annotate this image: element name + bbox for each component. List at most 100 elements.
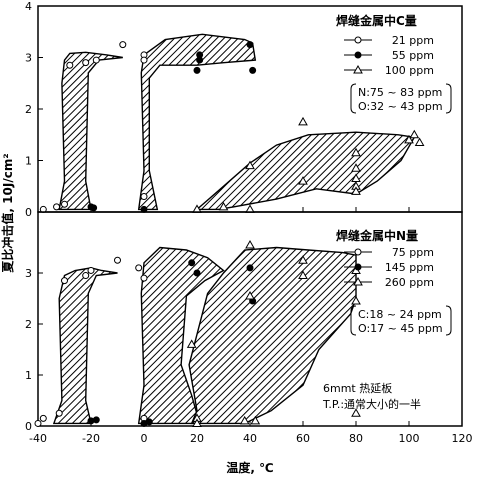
x-tick-label: -40 xyxy=(29,432,47,445)
top-point-100-ppm xyxy=(404,134,414,144)
top-point-21-ppm xyxy=(53,203,61,211)
bottom-note-line-2: T.P.:通常大小的一半 xyxy=(322,397,421,411)
top-point-21-ppm xyxy=(92,56,100,64)
top-point-55-ppm xyxy=(193,66,201,74)
bottom-point-75-ppm xyxy=(34,419,42,427)
bottom-legend: 75 ppm 145 ppm 260 ppm xyxy=(344,246,434,289)
top-legend-label: 55 ppm xyxy=(392,49,434,62)
top-point-100-ppm xyxy=(409,129,420,139)
bottom-point-75-ppm xyxy=(87,266,95,274)
x-axis-label: 温度, ℃ xyxy=(226,460,273,475)
top-point-100-ppm xyxy=(298,116,308,126)
top-legend-label: 100 ppm xyxy=(385,64,434,77)
bottom-legend-title: 焊缝金属中N量 xyxy=(336,228,418,243)
top-scatter-band-3 xyxy=(195,131,416,211)
bottom-point-260-ppm xyxy=(298,255,308,264)
bottom-note-line-1: 6mmt 热延板 xyxy=(323,381,392,395)
top-scatter-band-1 xyxy=(58,51,123,211)
top-point-55-ppm xyxy=(196,51,204,59)
bottom-point-260-ppm xyxy=(239,415,250,425)
top-point-100-ppm xyxy=(351,163,361,172)
top-y-tick-label: 1 xyxy=(25,155,32,168)
bottom-point-145-ppm xyxy=(193,269,201,277)
top-point-21-ppm xyxy=(140,193,148,201)
top-point-21-ppm xyxy=(66,61,74,69)
bottom-annotation-bracket xyxy=(350,305,357,336)
top-point-55-ppm xyxy=(246,41,254,49)
top-legend-title: 焊缝金属中C量 xyxy=(336,13,417,28)
x-tick-label: 120 xyxy=(452,432,473,445)
bottom-annotation-bracket-right xyxy=(445,305,452,336)
bottom-point-260-ppm xyxy=(245,290,255,300)
bottom-scatter-band-3 xyxy=(188,246,357,425)
bottom-panel-scatter-bands xyxy=(52,246,357,425)
bottom-point-145-ppm xyxy=(188,259,196,267)
top-legend-label: 21 ppm xyxy=(392,34,434,47)
bottom-legend-label: 145 ppm xyxy=(385,261,434,274)
bottom-point-260-ppm xyxy=(351,408,361,417)
top-annotation-bracket xyxy=(350,83,357,114)
bottom-point-145-ppm xyxy=(145,418,153,426)
bottom-y-tick-label: 0 xyxy=(25,420,32,433)
top-y-tick-label: 0 xyxy=(25,206,32,219)
x-tick-label: 0 xyxy=(141,432,148,445)
top-point-100-ppm xyxy=(414,137,425,146)
top-point-55-ppm xyxy=(90,204,98,212)
x-tick-label: 20 xyxy=(190,432,204,445)
top-annotation-line-1: N:75 ~ 83 ppm xyxy=(358,86,442,99)
top-point-100-ppm xyxy=(351,186,361,195)
bottom-y-tick-label: 1 xyxy=(25,369,32,382)
bottom-legend-marker xyxy=(353,276,363,286)
bottom-panel: 0 1 2 3 焊缝金属中N量 75 ppm 145 ppm 260 ppm C:18 ~… xyxy=(25,211,463,433)
top-annotation-bracket-right xyxy=(445,83,452,114)
bottom-point-260-ppm xyxy=(186,339,197,348)
top-point-21-ppm xyxy=(82,59,90,67)
bottom-point-260-ppm xyxy=(245,239,255,249)
top-point-21-ppm xyxy=(61,200,68,208)
bottom-point-75-ppm xyxy=(55,409,63,417)
x-tick-labels: -40 -20 0 20 40 60 80 100 120 xyxy=(29,432,472,445)
top-legend: 21 ppm 55 ppm 100 ppm xyxy=(344,34,434,77)
bottom-point-145-ppm xyxy=(246,264,254,272)
top-panel: 0 1 2 3 4 焊缝金属中C量 21 ppm 55 ppm 100 ppm N:75 ~… xyxy=(25,0,463,219)
bottom-y-tick-label: 2 xyxy=(25,318,32,331)
bottom-point-75-ppm xyxy=(135,264,143,272)
top-y-tick-label: 4 xyxy=(25,0,32,13)
top-point-100-ppm xyxy=(245,160,255,170)
top-point-100-ppm xyxy=(298,176,308,185)
x-tick-label: 40 xyxy=(243,432,257,445)
top-annotation-line-2: O:32 ~ 43 ppm xyxy=(358,100,443,113)
bottom-point-145-ppm xyxy=(92,416,100,424)
bottom-annotation-line-1: C:18 ~ 24 ppm xyxy=(358,308,442,321)
bottom-point-75-ppm xyxy=(61,277,68,285)
bottom-point-75-ppm xyxy=(140,274,148,282)
x-tick-label: 100 xyxy=(399,432,420,445)
bottom-point-260-ppm xyxy=(298,270,308,280)
bottom-point-75-ppm xyxy=(39,414,47,422)
top-legend-marker xyxy=(354,36,362,44)
bottom-point-260-ppm xyxy=(192,418,202,427)
x-tick-label: -20 xyxy=(82,432,100,445)
top-point-21-ppm xyxy=(119,41,127,49)
bottom-point-260-ppm xyxy=(250,415,261,425)
bottom-annotation-line-2: O:17 ~ 45 ppm xyxy=(358,322,443,335)
bottom-point-260-ppm xyxy=(351,296,361,305)
bottom-y-tick-label: 3 xyxy=(25,267,32,280)
top-legend-marker xyxy=(353,64,363,74)
y-axis-label: 夏比冲击值, 10J/cm² xyxy=(0,153,15,272)
x-tick-label: 60 xyxy=(296,432,310,445)
top-legend-marker xyxy=(354,51,362,59)
x-tick-label: 80 xyxy=(349,432,363,445)
bottom-legend-marker xyxy=(354,248,362,256)
top-point-100-ppm xyxy=(351,147,361,157)
bottom-point-75-ppm xyxy=(114,256,121,264)
top-y-tick-label: 3 xyxy=(25,52,32,65)
top-y-tick-label: 2 xyxy=(25,103,32,116)
top-point-100-ppm xyxy=(218,201,229,211)
bottom-scatter-band-1 xyxy=(52,267,118,425)
bottom-legend-label: 260 ppm xyxy=(385,276,434,289)
top-point-55-ppm xyxy=(249,66,257,74)
bottom-legend-label: 75 ppm xyxy=(392,246,434,259)
bottom-legend-marker xyxy=(354,263,362,271)
